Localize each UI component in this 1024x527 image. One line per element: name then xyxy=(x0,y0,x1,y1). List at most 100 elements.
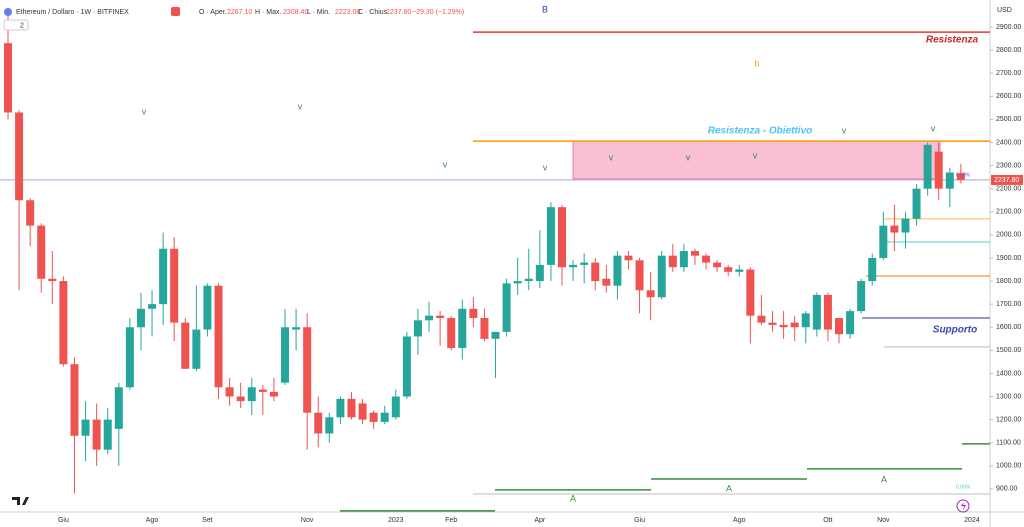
candle-body xyxy=(702,255,711,263)
field-label: H · Max. xyxy=(255,9,282,16)
wave-label: b xyxy=(754,58,759,68)
candle-body xyxy=(613,255,622,286)
wave-label: v xyxy=(443,159,448,169)
candle-body xyxy=(314,412,323,434)
x-tick-label: Giu xyxy=(58,517,69,524)
candle-body xyxy=(70,364,79,436)
level-text: Resistenza - Obiettivo xyxy=(708,126,812,137)
candle-body xyxy=(868,257,877,282)
candle-body xyxy=(668,255,677,268)
candle-body xyxy=(801,313,810,328)
y-tick-label: 1800.00 xyxy=(996,278,1021,285)
candle-body xyxy=(846,311,855,335)
candle-body xyxy=(325,417,334,434)
candle-body xyxy=(136,308,145,328)
wave-label: v xyxy=(298,101,303,111)
plot-area xyxy=(0,10,990,512)
candle-body xyxy=(292,327,301,330)
candle-body xyxy=(912,188,921,219)
y-tick-label: 2700.00 xyxy=(996,70,1021,77)
candle-body xyxy=(92,419,101,450)
candle-body xyxy=(369,412,378,422)
candle-body xyxy=(945,172,954,189)
candle-body xyxy=(602,278,611,286)
ohlc-fields: O · Aper. 2267.10 H · Max. 2308.40L · Min. 2… xyxy=(199,9,464,16)
x-tick-label: 2023 xyxy=(388,517,404,524)
candle-body xyxy=(413,320,422,337)
target-zone xyxy=(572,140,941,180)
candle-body xyxy=(624,255,633,261)
y-tick-label: 1700.00 xyxy=(996,301,1021,308)
change: −29.30 (−1.29%) xyxy=(412,9,464,16)
candle-body xyxy=(679,251,688,268)
logo-mark xyxy=(12,497,29,505)
candle-body xyxy=(103,419,112,450)
field-label: O · Aper. xyxy=(199,9,227,16)
y-tick-label: 2900.00 xyxy=(996,24,1021,31)
candle-body xyxy=(125,327,134,388)
y-tick-label: 2600.00 xyxy=(996,93,1021,100)
candle-body xyxy=(513,281,522,284)
x-tick-label: Apr xyxy=(534,517,546,524)
candle-body xyxy=(524,278,533,282)
candle-body xyxy=(425,315,434,321)
candle-body xyxy=(436,315,445,319)
y-tick-label: 2200.00 xyxy=(996,186,1021,193)
wave-label: v xyxy=(609,152,614,162)
wave-label: v xyxy=(842,125,847,135)
candle-body xyxy=(713,262,722,268)
field-label: C · Chius. xyxy=(358,9,389,16)
header: Ethereum / Dollaro · 1W · BITFINEX O · A… xyxy=(3,7,464,31)
candle-body xyxy=(535,264,544,282)
candle-body xyxy=(546,207,555,265)
last-price-tag xyxy=(991,174,1023,185)
flag xyxy=(171,7,180,16)
y-unit: USD xyxy=(997,7,1012,14)
y-tick-label: 1500.00 xyxy=(996,347,1021,354)
candle-body xyxy=(203,285,212,330)
y-tick-label: 2000.00 xyxy=(996,232,1021,239)
candle-body xyxy=(48,278,57,282)
candle-body xyxy=(59,281,68,365)
candle-body xyxy=(225,387,234,397)
candle-body xyxy=(380,412,389,422)
candle-body xyxy=(336,398,345,418)
field-value: 2223.00 xyxy=(335,9,360,16)
candle-body xyxy=(181,322,190,369)
candle-body xyxy=(779,324,788,328)
candle-body xyxy=(391,396,400,418)
pane-button[interactable] xyxy=(3,19,29,31)
candle-body xyxy=(502,283,511,332)
candle-body xyxy=(724,267,733,272)
y-tick-label: 1300.00 xyxy=(996,393,1021,400)
last-price-label: 2237.80 xyxy=(994,177,1019,184)
candle-body xyxy=(956,173,965,180)
candle-body xyxy=(690,251,699,256)
candle-body xyxy=(757,315,766,323)
wave-label: A xyxy=(881,474,887,484)
candle-body xyxy=(790,322,799,328)
x-tick-label: 2024 xyxy=(964,517,980,524)
candle-body xyxy=(835,318,843,335)
y-tick-label: 900.00 xyxy=(996,486,1018,493)
level-text: Supporto xyxy=(933,325,977,336)
candle-body xyxy=(558,207,566,268)
candle-body xyxy=(491,331,500,339)
candle-body xyxy=(812,294,821,330)
candle-body xyxy=(580,262,589,265)
wave-label: A xyxy=(570,493,576,503)
y-tick-label: 2400.00 xyxy=(996,139,1021,146)
candle-body xyxy=(159,248,168,305)
candle-body xyxy=(358,403,367,420)
x-tick-label: Ago xyxy=(146,517,159,524)
candle-body xyxy=(635,260,644,291)
candle-body xyxy=(879,225,888,258)
wave-label: v xyxy=(931,123,936,133)
candle-body xyxy=(469,308,478,319)
candle-body xyxy=(901,218,910,233)
candle-body xyxy=(480,318,489,339)
candle-body xyxy=(447,318,456,349)
field-label: L · Min. xyxy=(307,9,330,16)
y-tick-label: 2300.00 xyxy=(996,162,1021,169)
